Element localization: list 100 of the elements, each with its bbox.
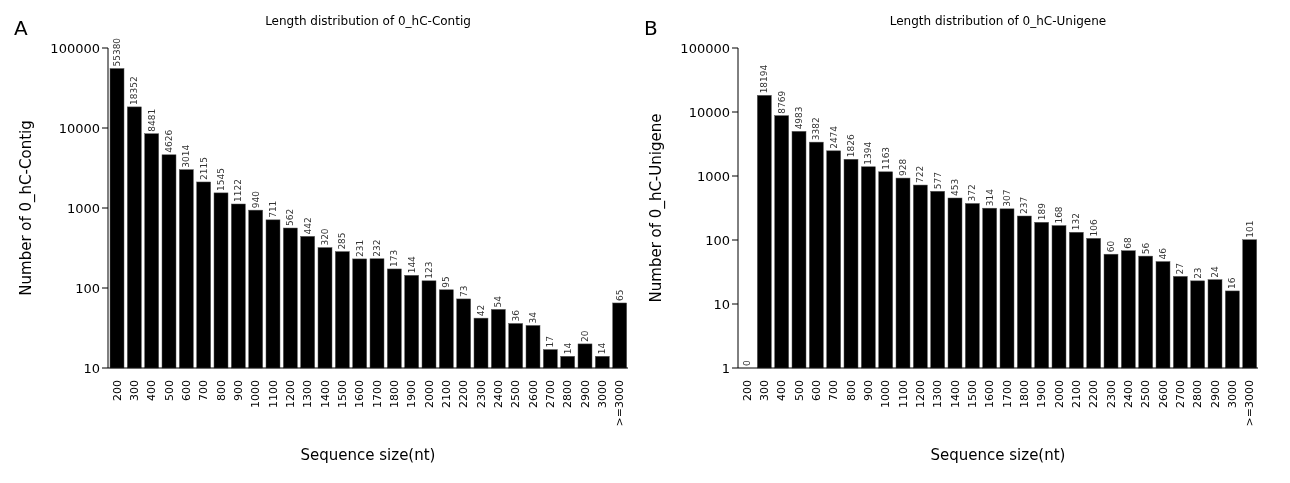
x-tick-label: 1400	[948, 380, 962, 408]
data-label: 562	[285, 208, 296, 227]
x-tick-label: 2900	[578, 380, 592, 408]
data-label: 453	[950, 178, 960, 197]
chart-title: Length distribution of 0_hC-Contig	[264, 14, 472, 28]
x-tick-label: 700	[827, 380, 841, 401]
x-tick-label: 1800	[1018, 380, 1031, 408]
x-tick-label: 400	[145, 380, 159, 401]
data-label: 55380	[112, 37, 122, 67]
data-label: 928	[898, 158, 908, 177]
x-tick-label: 1600	[983, 380, 997, 408]
x-tick-label: 1100	[896, 380, 910, 408]
x-tick-label: 2800	[1191, 380, 1205, 408]
data-label: 65	[614, 289, 625, 301]
x-tick-label: 1400	[318, 380, 332, 408]
x-tick-label: 2000	[422, 380, 436, 408]
data-label: 20	[580, 330, 590, 342]
x-tick-label: 700	[197, 380, 211, 401]
x-tick-label: 2100	[1070, 380, 1083, 408]
data-label: 232	[372, 239, 382, 257]
data-label: 16	[1227, 277, 1238, 289]
x-tick-label: >=3000	[613, 380, 627, 427]
x-tick-label: 800	[214, 380, 228, 401]
x-tick-label: 1200	[914, 380, 927, 408]
data-label: 168	[1054, 206, 1064, 224]
text: 0	[741, 360, 752, 366]
data-label: 8769	[776, 90, 787, 114]
x-tick-label: 1800	[388, 380, 401, 408]
data-label: 4983	[794, 106, 804, 130]
data-label: 68	[1123, 236, 1134, 249]
y-tick-label: 1000	[66, 200, 100, 216]
y-tick-label: 100000	[680, 40, 730, 56]
x-tick-label: 2400	[1122, 380, 1135, 408]
x-tick-label: 2700	[544, 380, 557, 408]
text: B	[644, 16, 658, 40]
data-label: 711	[268, 200, 278, 218]
y-tick-label: 1	[721, 360, 730, 376]
x-tick-label: 2100	[440, 380, 453, 408]
data-label: 123	[424, 261, 434, 279]
data-label: 73	[458, 285, 469, 297]
data-label: 940	[250, 190, 261, 209]
x-tick-label: 2700	[1174, 380, 1187, 408]
data-label: 3382	[811, 117, 822, 141]
x-tick-label: 600	[810, 380, 823, 401]
data-label: 8481	[146, 108, 157, 132]
x-tick-label: 1300	[931, 380, 945, 408]
x-axis-title: Sequence size(nt)	[300, 446, 436, 464]
y-tick-label: 100000	[50, 40, 100, 56]
x-tick-label: 1300	[301, 380, 315, 408]
data-label: 722	[915, 165, 926, 184]
data-label: 42	[476, 304, 486, 317]
data-label: 101	[1244, 220, 1255, 238]
x-tick-label: 900	[862, 380, 875, 401]
x-tick-label: 2600	[1156, 380, 1170, 408]
x-tick-label: 1000	[249, 380, 263, 408]
x-tick-label: 3000	[1226, 380, 1239, 408]
y-tick-label: 100	[75, 280, 100, 296]
data-label: 34	[528, 311, 538, 324]
data-label: 14	[597, 342, 608, 355]
y-axis-title: Number of 0_hC-Contig	[17, 120, 37, 296]
y-tick-label: 10	[83, 360, 100, 376]
y-axis-title: Number of 0_hC-Unigene	[647, 113, 667, 303]
data-label: 1826	[846, 134, 856, 158]
y-tick-label: 10000	[688, 104, 730, 120]
data-label: 442	[302, 217, 313, 235]
data-label: 1122	[233, 179, 244, 202]
x-tick-label: 2500	[1139, 380, 1153, 408]
y-tick-label: 10000	[58, 120, 100, 136]
x-tick-label: 2000	[1052, 380, 1066, 408]
x-tick-label: 2600	[526, 380, 540, 408]
x-tick-label: 2300	[474, 380, 488, 408]
data-label: 132	[1071, 213, 1082, 231]
x-tick-label: 1700	[1000, 380, 1014, 408]
data-label: 314	[984, 188, 995, 207]
x-tick-label: 2900	[1208, 380, 1222, 408]
data-label: 307	[1002, 189, 1012, 207]
data-label: 1394	[863, 141, 874, 165]
data-label: 18352	[129, 76, 140, 105]
data-label: 24	[1210, 265, 1220, 278]
data-label: 189	[1036, 202, 1047, 221]
x-tick-label: 3000	[596, 380, 609, 408]
x-tick-label: 2200	[457, 380, 471, 408]
x-tick-label: 1700	[370, 380, 384, 408]
x-tick-label: 200	[110, 380, 124, 401]
x-tick-label: 1900	[405, 380, 419, 408]
chart-title: Length distribution of 0_hC-Unigene	[888, 14, 1108, 28]
data-label: 23	[1192, 267, 1203, 279]
x-tick-label: 500	[792, 380, 806, 401]
data-label: 27	[1175, 262, 1186, 275]
data-label: 320	[320, 228, 330, 246]
x-tick-label: 1200	[284, 380, 297, 408]
data-label: 4626	[164, 129, 174, 153]
x-tick-label: 2500	[509, 380, 523, 408]
x-tick-label: 1500	[336, 380, 349, 408]
x-tick-label: 200	[740, 380, 754, 401]
x-tick-label: 1100	[266, 380, 280, 408]
data-label: 36	[510, 309, 521, 322]
data-label: 3014	[181, 144, 192, 168]
data-label: 56	[1140, 242, 1151, 255]
data-label: 372	[967, 184, 978, 202]
